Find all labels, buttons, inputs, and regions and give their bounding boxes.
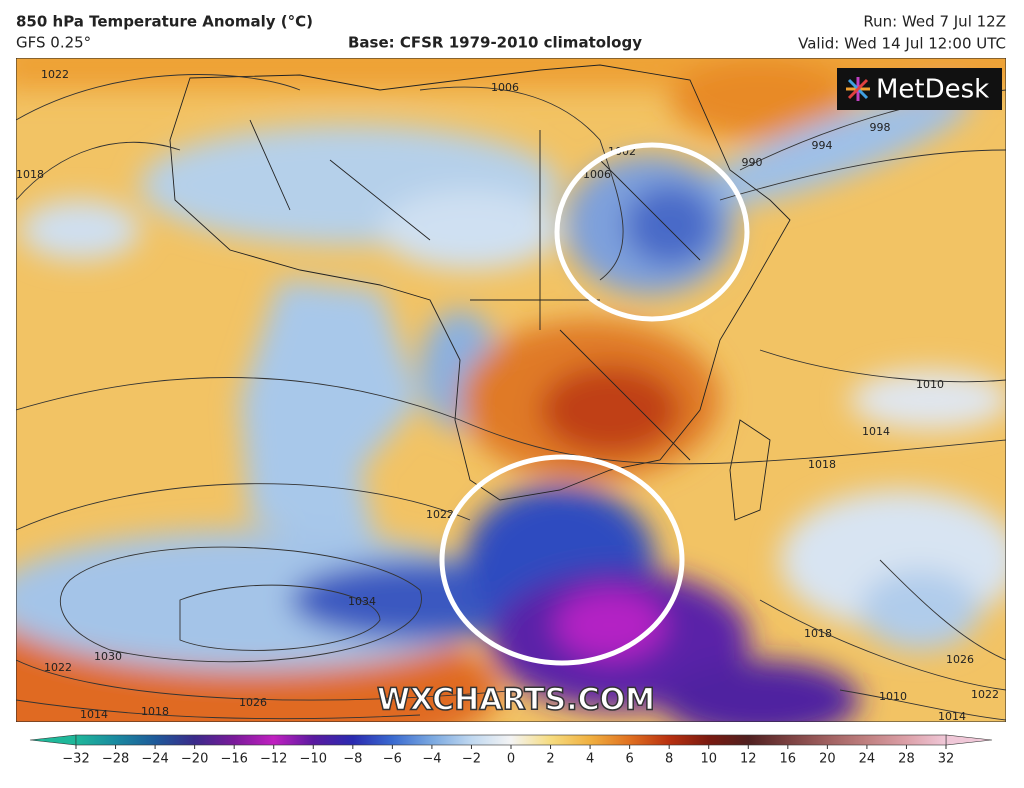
model: GFS 0.25° — [16, 34, 91, 52]
isobar-label: 1018 — [141, 705, 169, 718]
colorbar-label: 0 — [507, 752, 515, 767]
isobar-label: 994 — [812, 139, 833, 152]
colorbar-label: −6 — [383, 752, 402, 767]
coastlines — [169, 64, 791, 521]
isobar-label: 1014 — [938, 710, 966, 723]
colorbar-label: 10 — [700, 752, 717, 767]
colorbar-label: 8 — [665, 752, 673, 767]
highlight-circles — [439, 142, 750, 666]
isobar-label: 1006 — [491, 81, 519, 94]
colorbar-label: −12 — [260, 752, 287, 767]
isobar-label: 1022 — [44, 661, 72, 674]
isobar-label: 990 — [742, 156, 763, 169]
isobar-label: 1010 — [879, 690, 907, 703]
title: 850 hPa Temperature Anomaly (°C) — [16, 13, 313, 31]
isobar-label: 998 — [870, 121, 891, 134]
colorbar-label: −24 — [141, 752, 168, 767]
base: Base: CFSR 1979-2010 climatology — [348, 34, 642, 52]
isobar-label: 1018 — [16, 168, 44, 181]
isobar-label: 1010 — [916, 378, 944, 391]
colorbar-label: 16 — [780, 752, 797, 767]
colorbar: −32 −28 −24 −20 −16 −12 −10 −8 −6 −4 −2 0 2 4 6 8 10 12 16… — [29, 734, 993, 767]
isobars — [16, 74, 1006, 721]
colorbar-label: 4 — [586, 752, 594, 767]
isobar-label: 1022 — [41, 68, 69, 81]
colorbar-label: −28 — [102, 752, 129, 767]
colorbar-label: 6 — [625, 752, 633, 767]
colorbar-label: 24 — [859, 752, 876, 767]
colorbar-label: −16 — [220, 752, 247, 767]
colorbar-label: −32 — [62, 752, 89, 767]
watermark: WXCHARTS.COM — [377, 683, 655, 718]
logo-icon — [846, 77, 870, 101]
anomaly-field — [16, 58, 1006, 722]
colorbar-label: 12 — [740, 752, 757, 767]
isobar-label: 1026 — [239, 696, 267, 709]
isobar-label: 1018 — [808, 458, 836, 471]
colorbar-label: −2 — [462, 752, 481, 767]
isobar-label: 1030 — [94, 650, 122, 663]
isobar-label: 1018 — [804, 627, 832, 640]
colorbar-label: 2 — [546, 752, 554, 767]
colorbar-label: 28 — [898, 752, 915, 767]
colorbar-gradient — [75, 734, 947, 746]
valid-time: Valid: Wed 14 Jul 12:00 UTC — [798, 35, 1006, 53]
colorbar-label: −10 — [300, 752, 327, 767]
colorbar-label: −4 — [422, 752, 441, 767]
isobar-label: 1026 — [946, 653, 974, 666]
colorbar-label: −8 — [343, 752, 362, 767]
colorbar-label: 20 — [819, 752, 836, 767]
isobar-label: 1014 — [862, 425, 890, 438]
colorbar-low-arrow — [29, 734, 77, 746]
isobar-label: 1014 — [80, 708, 108, 721]
colorbar-label: 32 — [938, 752, 955, 767]
isobar-label: 1034 — [348, 595, 376, 608]
logo: MetDesk — [876, 75, 989, 105]
run-time: Run: Wed 7 Jul 12Z — [863, 13, 1006, 31]
colorbar-high-arrow — [945, 734, 993, 746]
colorbar-label: −20 — [181, 752, 208, 767]
isobar-label: 1022 — [426, 508, 454, 521]
map: 1022101810061002100699899499010101014101… — [16, 58, 1006, 723]
isobar-labels: 1022101810061002100699899499010101014101… — [16, 68, 999, 723]
isobar-label: 1022 — [971, 688, 999, 701]
isobar-label: 1006 — [583, 168, 611, 181]
